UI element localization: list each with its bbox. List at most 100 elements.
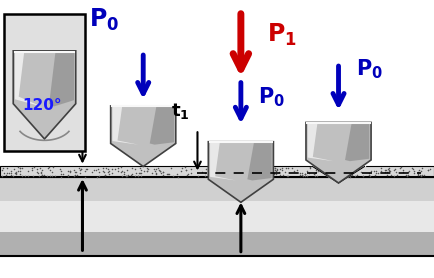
Point (381, 168, 388, 172)
Point (332, 167, 339, 172)
Point (253, 171, 260, 175)
Point (317, 165, 324, 170)
Point (335, 167, 342, 172)
Point (272, 172, 279, 176)
Point (391, 167, 398, 172)
Point (143, 168, 150, 173)
Point (342, 170, 349, 175)
Point (366, 173, 373, 177)
Point (7, 169, 14, 173)
Point (261, 169, 268, 173)
Point (247, 170, 254, 174)
Point (49, 170, 56, 175)
Polygon shape (49, 52, 74, 106)
Point (120, 170, 127, 175)
Polygon shape (345, 123, 369, 161)
Point (76, 166, 82, 170)
Point (365, 171, 372, 176)
Point (123, 174, 130, 178)
Point (348, 172, 355, 177)
Point (301, 172, 308, 176)
Point (135, 174, 141, 178)
Point (276, 173, 283, 178)
Point (10, 174, 17, 179)
Point (25, 168, 32, 173)
Point (137, 166, 144, 170)
Point (201, 174, 208, 178)
Point (416, 168, 423, 172)
Point (256, 172, 263, 176)
Point (352, 174, 358, 178)
Point (7, 173, 14, 178)
Point (211, 171, 218, 175)
Point (270, 172, 277, 177)
Point (406, 169, 413, 173)
Point (301, 174, 308, 178)
Point (49, 165, 56, 170)
Point (182, 168, 189, 173)
Point (179, 165, 186, 170)
Point (221, 174, 228, 178)
Point (263, 174, 270, 178)
Point (151, 167, 158, 171)
Point (152, 167, 159, 171)
Point (312, 168, 319, 172)
Point (104, 166, 111, 171)
Point (39, 173, 46, 177)
Point (387, 172, 394, 177)
Point (165, 172, 172, 176)
Point (39, 173, 46, 177)
Point (56, 166, 63, 171)
Point (240, 171, 247, 175)
Point (282, 170, 289, 174)
Point (129, 172, 136, 176)
Point (243, 167, 250, 172)
Point (299, 171, 306, 175)
Point (71, 168, 78, 172)
Point (47, 168, 54, 173)
Point (137, 171, 144, 175)
Point (283, 174, 290, 178)
Point (7, 171, 14, 175)
Point (82, 174, 89, 179)
Point (123, 173, 130, 178)
Polygon shape (13, 51, 76, 139)
Point (16, 169, 23, 173)
Point (144, 169, 151, 173)
Point (279, 166, 286, 170)
Point (159, 173, 166, 177)
Point (327, 171, 334, 175)
Point (367, 174, 374, 178)
Point (260, 166, 266, 171)
Point (418, 173, 424, 178)
Point (72, 170, 79, 175)
Point (187, 171, 194, 176)
Point (102, 173, 108, 178)
Point (143, 166, 150, 170)
Point (247, 173, 254, 178)
Point (122, 173, 129, 178)
Point (29, 168, 36, 173)
Point (36, 174, 43, 178)
Point (108, 167, 115, 172)
Point (164, 172, 171, 176)
Point (306, 171, 312, 176)
Polygon shape (210, 143, 236, 180)
Point (83, 167, 90, 172)
Point (155, 168, 162, 173)
Point (426, 167, 433, 172)
Point (238, 170, 245, 175)
Point (273, 167, 280, 171)
Point (359, 174, 366, 179)
Point (262, 171, 269, 175)
Point (35, 171, 42, 175)
Point (43, 174, 50, 178)
Point (66, 169, 73, 173)
Point (140, 169, 147, 173)
Point (14, 169, 21, 174)
Text: $\mathbf{P_0}$: $\mathbf{P_0}$ (356, 58, 383, 81)
Point (112, 166, 118, 171)
Point (209, 167, 216, 171)
Point (138, 171, 145, 175)
Point (257, 166, 264, 170)
